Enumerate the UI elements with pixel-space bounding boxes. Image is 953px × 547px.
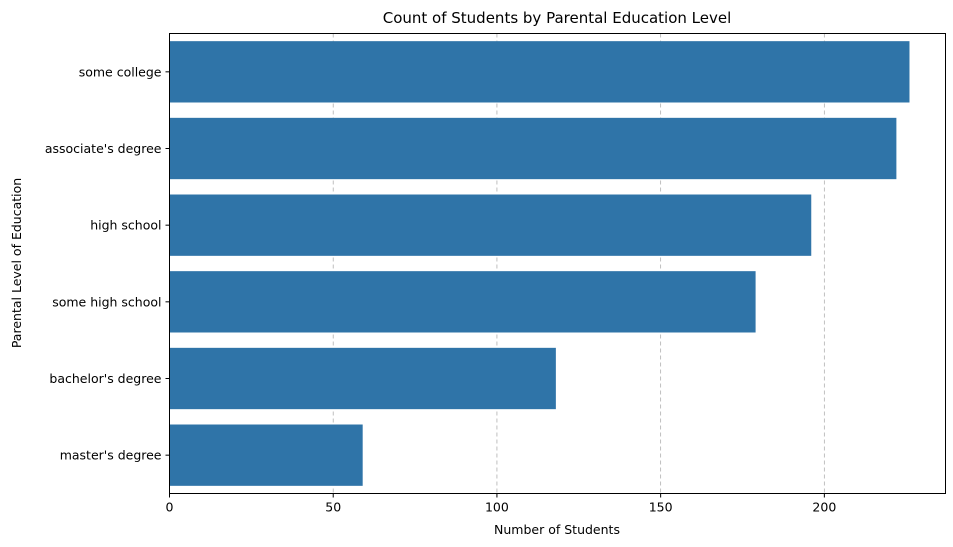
x-tick-label: 0 xyxy=(166,500,174,515)
bars xyxy=(169,41,910,486)
x-axis-ticks: 0 50 100 150 200 xyxy=(166,493,836,515)
chart-title: Count of Students by Parental Education … xyxy=(383,9,732,27)
y-tick-label: high school xyxy=(90,218,161,233)
x-tick-label: 200 xyxy=(812,500,836,515)
bar xyxy=(169,347,556,410)
y-tick-label: master's degree xyxy=(60,448,162,463)
bar xyxy=(169,117,897,180)
y-tick-label: bachelor's degree xyxy=(49,371,161,386)
y-axis-label: Parental Level of Education xyxy=(9,178,24,348)
y-tick-label: some college xyxy=(79,64,162,79)
bar xyxy=(169,41,910,103)
x-tick-label: 100 xyxy=(485,500,509,515)
y-tick-label: associate's degree xyxy=(45,141,162,156)
plot-frame xyxy=(169,33,946,494)
x-tick-label: 150 xyxy=(649,500,673,515)
y-tick-label: some high school xyxy=(52,294,161,309)
bar xyxy=(169,194,812,256)
x-axis-label: Number of Students xyxy=(494,522,620,537)
bar xyxy=(169,271,756,333)
bar xyxy=(169,424,363,486)
x-tick-label: 50 xyxy=(325,500,341,515)
y-axis-ticks: some college associate's degree high schoo… xyxy=(45,64,170,463)
